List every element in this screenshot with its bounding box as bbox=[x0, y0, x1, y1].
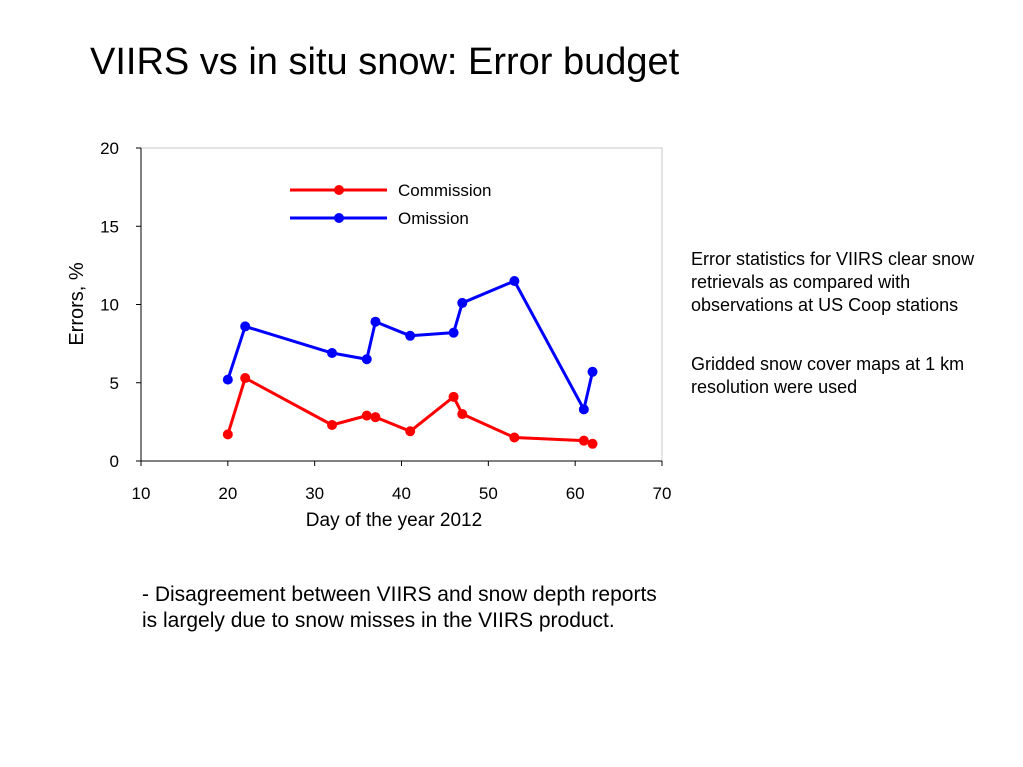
omission-data-point bbox=[327, 348, 338, 359]
side-note-error-statistics: Error statistics for VIIRS clear snow re… bbox=[691, 249, 975, 315]
x-axis-label: Day of the year 2012 bbox=[306, 510, 482, 531]
commission-data-point bbox=[370, 412, 381, 423]
legend-commission-label: Commission bbox=[398, 181, 492, 200]
plot-area bbox=[140, 147, 663, 462]
y-tick-label: 10 bbox=[100, 296, 119, 315]
bottom-note-disagreement: - Disagreement between VIIRS and snow de… bbox=[142, 583, 657, 632]
slide-title: VIIRS vs in situ snow: Error budget bbox=[90, 41, 680, 83]
x-tick-label: 60 bbox=[566, 484, 585, 503]
commission-data-point bbox=[448, 391, 459, 402]
chart-axes: 0 5 10 15 20 10 20 30 40 50 60 70 bbox=[100, 139, 671, 503]
legend-commission-marker bbox=[334, 185, 344, 195]
omission-data-point bbox=[457, 297, 468, 308]
x-tick-label: 40 bbox=[392, 484, 411, 503]
y-tick-label: 15 bbox=[100, 217, 119, 236]
commission-data-point bbox=[457, 409, 468, 420]
omission-data-point bbox=[222, 374, 233, 385]
x-tick-label: 50 bbox=[479, 484, 498, 503]
y-tick-label: 0 bbox=[110, 452, 119, 471]
x-tick-label: 30 bbox=[305, 484, 324, 503]
commission-data-point bbox=[240, 373, 251, 384]
y-tick-label: 5 bbox=[110, 374, 119, 393]
y-axis-label: Errors, % bbox=[66, 262, 88, 346]
legend-omission-marker bbox=[334, 213, 344, 223]
side-note-gridded-maps: Gridded snow cover maps at 1 km resoluti… bbox=[691, 354, 965, 397]
commission-data-point bbox=[222, 429, 233, 440]
commission-data-point bbox=[578, 435, 589, 446]
commission-data-point bbox=[361, 410, 372, 421]
commission-data-point bbox=[327, 420, 338, 431]
omission-data-point bbox=[448, 327, 459, 338]
omission-data-point bbox=[509, 276, 520, 287]
y-tick-label: 20 bbox=[100, 139, 119, 158]
x-tick-label: 70 bbox=[653, 484, 672, 503]
omission-data-point bbox=[405, 330, 416, 341]
x-tick-label: 20 bbox=[218, 484, 237, 503]
legend-omission-label: Omission bbox=[398, 209, 469, 228]
omission-data-point bbox=[578, 404, 589, 415]
commission-data-point bbox=[587, 438, 598, 449]
commission-data-point bbox=[405, 426, 416, 437]
omission-data-point bbox=[361, 354, 372, 365]
omission-data-point bbox=[587, 366, 598, 377]
commission-data-point bbox=[509, 432, 520, 443]
omission-data-point bbox=[240, 321, 251, 332]
chart-legend: Commission Omission bbox=[290, 181, 492, 228]
chart-series bbox=[222, 276, 598, 449]
omission-data-point bbox=[370, 316, 381, 327]
x-tick-label: 10 bbox=[132, 484, 151, 503]
